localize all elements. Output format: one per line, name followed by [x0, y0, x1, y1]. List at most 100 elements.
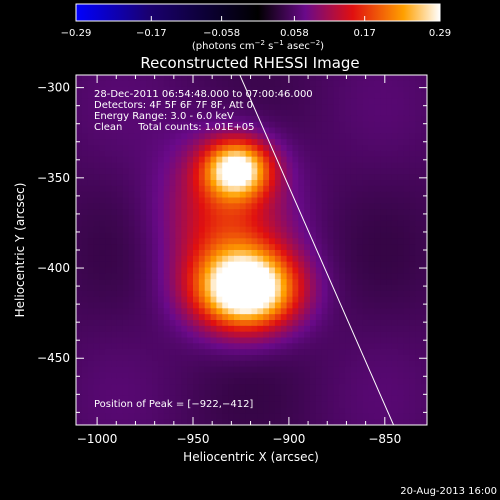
heatmap-cell: [327, 308, 334, 315]
heatmap-cell: [233, 168, 241, 175]
heatmap-cell: [310, 133, 317, 140]
heatmap-cell: [374, 191, 381, 198]
heatmap-cell: [298, 267, 305, 274]
heatmap-cell: [257, 360, 264, 368]
heatmap-cell: [251, 150, 258, 158]
heatmap-cell: [310, 197, 317, 204]
heatmap-cell: [187, 168, 194, 175]
heatmap-cell: [327, 325, 334, 333]
heatmap-cell: [362, 273, 369, 280]
heatmap-cell: [233, 279, 241, 286]
heatmap-cell: [111, 80, 118, 88]
heatmap-cell: [333, 80, 340, 88]
heatmap-cell: [304, 413, 311, 420]
heatmap-cell: [403, 115, 410, 123]
heatmap-cell: [140, 174, 147, 181]
heatmap-cell: [274, 314, 282, 321]
heatmap-cell: [187, 355, 194, 362]
heatmap-cell: [386, 290, 393, 298]
heatmap-cell: [81, 191, 89, 198]
heatmap-cell: [140, 232, 147, 239]
heatmap-cell: [198, 290, 206, 298]
heatmap-cell: [81, 156, 89, 163]
heatmap-cell: [140, 156, 147, 163]
heatmap-cell: [163, 279, 171, 286]
heatmap-cell: [345, 419, 352, 425]
heatmap-cell: [105, 255, 112, 263]
heatmap-cell: [304, 98, 311, 105]
heatmap-cell: [187, 75, 194, 82]
heatmap-cell: [257, 220, 264, 228]
heatmap-cell: [111, 191, 118, 198]
heatmap-cell: [356, 273, 364, 280]
heatmap-cell: [175, 168, 182, 175]
heatmap-cell: [263, 366, 270, 373]
heatmap-cell: [362, 133, 369, 140]
heatmap-cell: [333, 145, 340, 152]
heatmap-cell: [339, 115, 346, 123]
heatmap-cell: [93, 215, 100, 222]
heatmap-cell: [152, 331, 159, 338]
heatmap-cell: [193, 174, 200, 181]
heatmap-cell: [386, 320, 393, 327]
heatmap-cell: [216, 384, 223, 391]
heatmap-cell: [374, 127, 381, 134]
heatmap-cell: [204, 104, 212, 111]
heatmap-cell: [116, 209, 124, 216]
heatmap-cell: [386, 384, 393, 391]
heatmap-cell: [152, 139, 159, 146]
heatmap-cell: [76, 267, 83, 274]
heatmap-cell: [415, 384, 422, 391]
heatmap-cell: [368, 92, 375, 99]
heatmap-cell: [233, 331, 241, 338]
heatmap-cell: [345, 104, 352, 111]
heatmap-cell: [321, 104, 329, 111]
heatmap-cell: [421, 372, 427, 379]
heatmap-cell: [403, 337, 410, 344]
heatmap-cell: [403, 279, 410, 286]
heatmap-cell: [286, 355, 293, 362]
heatmap-cell: [327, 343, 334, 350]
heatmap-cell: [350, 378, 358, 385]
heatmap-cell: [368, 267, 375, 274]
heatmap-cell: [216, 215, 223, 222]
heatmap-cell: [198, 75, 206, 82]
heatmap-cell: [239, 250, 247, 257]
heatmap-cell: [298, 261, 305, 268]
heatmap-cell: [292, 273, 299, 280]
heatmap-cell: [187, 127, 194, 134]
heatmap-cell: [122, 92, 130, 99]
heatmap-cell: [134, 127, 141, 134]
heatmap-cell: [280, 209, 288, 216]
heatmap-cell: [333, 302, 340, 309]
heatmap-cell: [345, 174, 352, 181]
heatmap-cell: [403, 325, 410, 333]
heatmap-cell: [134, 302, 141, 309]
heatmap-cell: [257, 395, 264, 403]
heatmap-cell: [122, 86, 130, 93]
heatmap-cell: [140, 384, 147, 391]
heatmap-cell: [386, 308, 393, 315]
heatmap-cell: [403, 191, 410, 198]
heatmap-cell: [181, 296, 188, 303]
heatmap-cell: [421, 250, 427, 257]
heatmap-cell: [163, 308, 171, 315]
heatmap-cell: [315, 133, 323, 140]
heatmap-cell: [380, 261, 387, 268]
heatmap-cell: [391, 314, 399, 321]
heatmap-cell: [374, 290, 381, 298]
heatmap-cell: [263, 168, 270, 175]
heatmap-cell: [245, 378, 252, 385]
heatmap-cell: [333, 203, 340, 210]
heatmap-cell: [298, 150, 305, 158]
heatmap-cell: [280, 255, 288, 263]
heatmap-cell: [263, 139, 270, 146]
heatmap-cell: [175, 209, 182, 216]
heatmap-cell: [187, 174, 194, 181]
heatmap-cell: [157, 290, 165, 298]
heatmap-cell: [193, 407, 200, 414]
heatmap-cell: [251, 86, 258, 93]
heatmap-cell: [339, 308, 346, 315]
heatmap-cell: [274, 308, 282, 315]
heatmap-cell: [187, 92, 194, 99]
